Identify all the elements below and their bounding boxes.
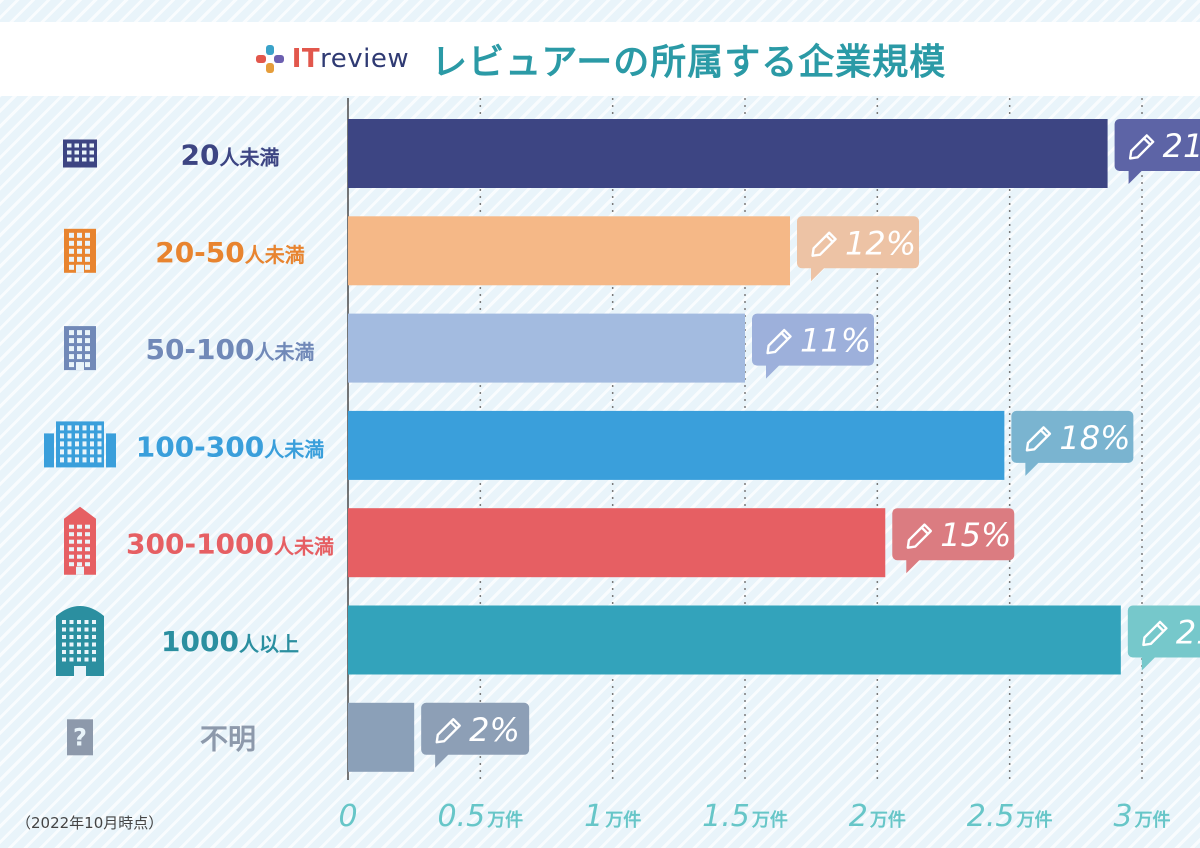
category-label-suffix: 人未満 [274, 535, 334, 559]
category-label-suffix: 人未満 [255, 340, 315, 364]
question-icon: ? [67, 719, 93, 756]
tower-icon [64, 506, 96, 575]
pencil-icon [1142, 620, 1168, 647]
bar [348, 216, 790, 286]
bar [348, 313, 745, 383]
percent-label: 11% [800, 322, 871, 360]
bar [348, 605, 1121, 675]
category-label: 300-1000人未満 [126, 528, 334, 561]
logo-text: ITreview [292, 44, 409, 74]
category-label: 1000人以上 [161, 625, 299, 658]
percent-label: 18% [1059, 419, 1130, 457]
percent-callout: 2% [421, 702, 530, 768]
x-tick-label: 3 万件 [1113, 799, 1170, 834]
x-tick-label: 1.5 万件 [702, 799, 788, 834]
category-label-num: 20-50 [155, 236, 245, 269]
bar [348, 410, 1005, 480]
percent-callout: 12% [796, 216, 919, 282]
category-label: 不明 [200, 722, 256, 755]
category-label-suffix: 人未満 [245, 243, 305, 267]
x-tick-label: 1 万件 [584, 799, 641, 834]
wide-building-icon [44, 421, 116, 468]
logo-text-review: review [320, 44, 410, 74]
percent-label: 21% [1176, 614, 1200, 652]
category-label-suffix: 不明 [200, 722, 256, 755]
category-label: 50-100人未満 [145, 333, 314, 366]
percent-label: 15% [940, 516, 1011, 554]
small-building-icon [63, 139, 97, 168]
percent-label: 2% [469, 711, 520, 749]
category-label: 20-50人未満 [155, 236, 305, 269]
category-label-suffix: 人未満 [219, 146, 279, 170]
category-label-num: 20 [181, 139, 220, 172]
x-tick-label: 0 [338, 799, 357, 834]
percent-callout: 15% [892, 508, 1015, 574]
category-label-suffix: 人未満 [264, 437, 324, 461]
footnote: （2022年10月時点） [16, 814, 164, 832]
x-tick-label: 2.5 万件 [967, 799, 1053, 834]
percent-callout: 11% [752, 313, 874, 379]
percent-callout: 21% [1127, 605, 1200, 671]
pencil-icon [435, 718, 461, 744]
logo-mark-icon [255, 45, 284, 73]
percent-label: 21% [1163, 127, 1200, 165]
building-icon [64, 228, 96, 273]
bar [348, 702, 415, 772]
pencil-icon [906, 523, 933, 549]
bar [348, 119, 1108, 188]
pencil-icon [766, 328, 792, 355]
category-label-num: 1000 [161, 625, 239, 658]
building-icon [64, 326, 96, 371]
logo-text-it: IT [291, 44, 321, 74]
category-label-suffix: 人以上 [239, 632, 299, 656]
category-label-num: 50-100 [145, 333, 254, 366]
itreview-logo: ITreview [254, 43, 409, 75]
x-tick-label: 0.5 万件 [437, 799, 523, 834]
page-title: レビュアーの所属する企業規模 [431, 42, 947, 83]
percent-label: 12% [845, 224, 916, 262]
pencil-icon [1128, 134, 1155, 160]
category-label-num: 300-1000 [126, 528, 274, 561]
bar [348, 508, 886, 578]
category-label: 20人未満 [181, 139, 280, 172]
category-label-num: 100-300 [136, 430, 265, 463]
svg-text:?: ? [73, 723, 87, 751]
percent-callout: 18% [1011, 410, 1134, 476]
header-banner: ITreview レビュアーの所属する企業規模 [0, 22, 1200, 96]
category-label: 100-300人未満 [136, 430, 325, 463]
skyscraper-icon [56, 606, 104, 676]
pencil-icon [811, 231, 837, 257]
x-tick-label: 2 万件 [849, 799, 906, 834]
percent-callout: 21% [1114, 119, 1200, 184]
pencil-icon [1025, 426, 1052, 452]
